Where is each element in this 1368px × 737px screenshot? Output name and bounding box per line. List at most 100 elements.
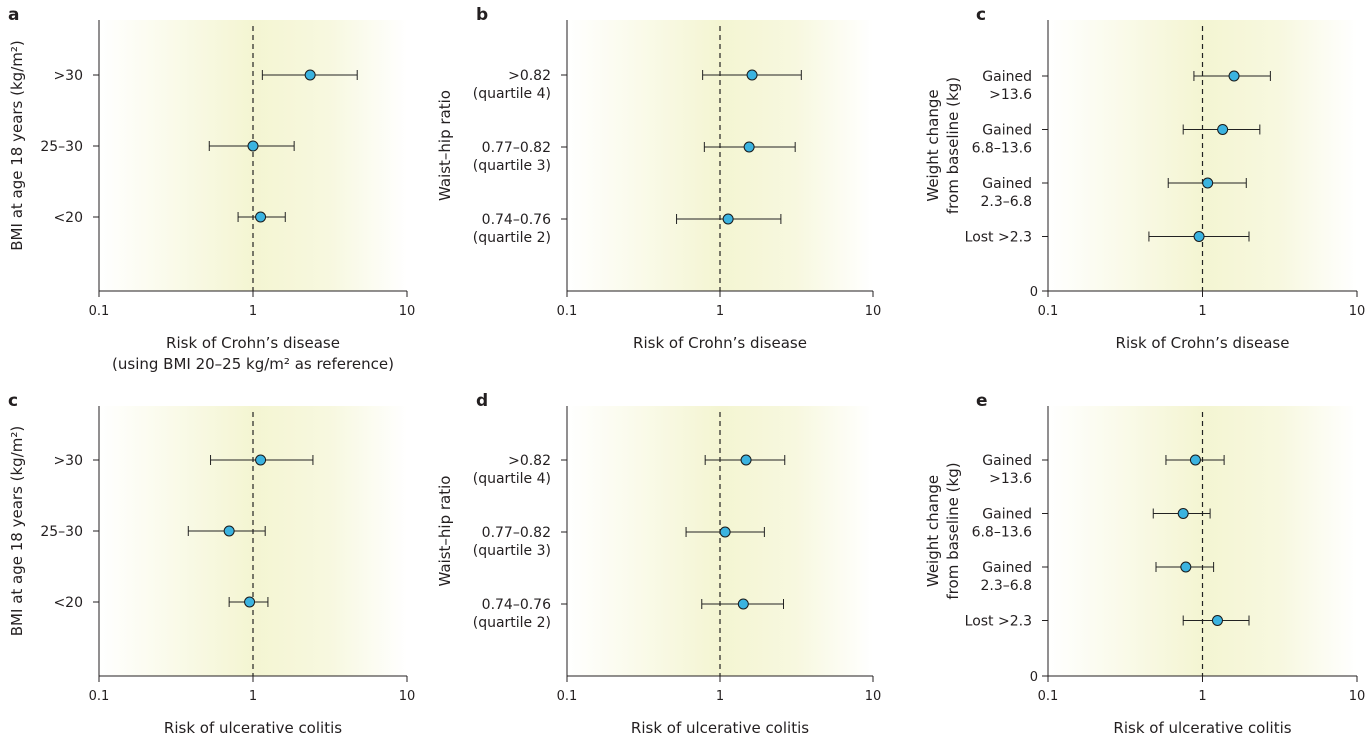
y-category-label: 0.74–0.76 bbox=[482, 212, 551, 228]
y-axis-label: Waist–hip ratio bbox=[436, 90, 454, 201]
y-axis-label: Waist–hip ratio bbox=[436, 476, 454, 587]
y-category-label: <20 bbox=[53, 210, 83, 226]
x-tick-label: 10 bbox=[1349, 689, 1366, 704]
x-tick-label: 10 bbox=[865, 689, 882, 704]
y-category-label: >13.6 bbox=[989, 87, 1032, 103]
panel-a-1: 0.1 1 10 >30 25–30 <20 Risk of Crohn’s disease… bbox=[8, 5, 415, 373]
y-category-label: Gained bbox=[982, 123, 1032, 139]
x-tick-label: 0.1 bbox=[1038, 689, 1059, 704]
estimate-marker bbox=[223, 525, 235, 537]
y-category-label: (quartile 3) bbox=[473, 543, 551, 559]
panel-letter: c bbox=[976, 5, 986, 25]
y-category-label: >13.6 bbox=[989, 471, 1032, 487]
y-category-label: Lost >2.3 bbox=[965, 230, 1032, 246]
x-tick-label: 1 bbox=[1198, 304, 1206, 319]
x-tick-label: 1 bbox=[249, 304, 257, 319]
estimate-marker bbox=[1217, 124, 1229, 135]
x-axis-label: Risk of Crohn’s disease bbox=[633, 334, 807, 352]
estimate-marker bbox=[304, 69, 316, 81]
y-category-label: >0.82 bbox=[508, 453, 551, 469]
y-axis-label: Weight change bbox=[924, 89, 942, 201]
y-category-label: <20 bbox=[53, 595, 83, 611]
estimate-marker bbox=[719, 526, 731, 538]
y-category-label: (quartile 4) bbox=[473, 471, 551, 487]
x-axis-label: Risk of Crohn’s disease bbox=[166, 334, 340, 352]
y-tick-label-zero: 0 bbox=[1030, 670, 1038, 685]
x-axis-label: Risk of Crohn’s disease bbox=[1116, 334, 1290, 352]
x-tick-label: 10 bbox=[399, 689, 416, 704]
estimate-marker bbox=[1202, 177, 1214, 189]
estimate-marker bbox=[244, 596, 256, 608]
y-category-label: (quartile 2) bbox=[473, 615, 551, 631]
x-axis-label: Risk of ulcerative colitis bbox=[1113, 719, 1291, 737]
estimate-marker bbox=[1189, 454, 1201, 466]
y-category-label: >30 bbox=[53, 453, 83, 469]
panel-b-2: 0.1 1 10 >0.82 (quartile 4) 0.77–0.82 (quartil… bbox=[436, 5, 881, 352]
x-tick-label: 0.1 bbox=[1038, 304, 1059, 319]
panel-letter: b bbox=[476, 5, 488, 25]
x-tick-label: 1 bbox=[249, 689, 257, 704]
y-category-label: 2.3–6.8 bbox=[980, 194, 1032, 210]
y-category-label: (quartile 2) bbox=[473, 230, 551, 246]
y-category-label: 0.74–0.76 bbox=[482, 597, 551, 613]
y-category-label: 2.3–6.8 bbox=[980, 578, 1032, 594]
y-category-label: (quartile 4) bbox=[473, 86, 551, 102]
estimate-marker bbox=[1180, 561, 1192, 573]
x-tick-label: 1 bbox=[716, 689, 724, 704]
x-axis-label-sub: (using BMI 20–25 kg/m² as reference) bbox=[112, 355, 394, 373]
estimate-marker bbox=[722, 213, 734, 225]
estimate-marker bbox=[1193, 231, 1205, 242]
y-category-label: Gained bbox=[982, 507, 1032, 523]
panel-e-6: 0.1 1 10 0 Gained >13.6 Gained 6.8–13.6 Gained 2.… bbox=[924, 391, 1365, 737]
panel-letter: e bbox=[976, 391, 988, 411]
estimate-marker bbox=[1177, 508, 1189, 519]
y-category-label: >30 bbox=[53, 68, 83, 84]
x-tick-label: 1 bbox=[716, 304, 724, 319]
estimate-marker bbox=[1228, 70, 1240, 82]
x-tick-label: 10 bbox=[1349, 304, 1366, 319]
panel-c-4: 0.1 1 10 >30 25–30 <20 Risk of ulcerative coli… bbox=[8, 391, 415, 737]
estimate-marker bbox=[743, 141, 755, 153]
y-axis-label: Weight change bbox=[924, 475, 942, 587]
panel-d-5: 0.1 1 10 >0.82 (quartile 4) 0.77–0.82 (quartil… bbox=[436, 391, 881, 737]
estimate-marker bbox=[247, 140, 259, 152]
panel-letter: d bbox=[476, 391, 488, 411]
x-tick-label: 0.1 bbox=[89, 304, 110, 319]
y-category-label: 0.77–0.82 bbox=[482, 525, 551, 541]
x-tick-label: 10 bbox=[865, 304, 882, 319]
y-category-label: (quartile 3) bbox=[473, 158, 551, 174]
estimate-marker bbox=[1211, 615, 1223, 626]
estimate-marker bbox=[255, 211, 267, 223]
y-category-label: 25–30 bbox=[40, 524, 83, 540]
estimate-marker bbox=[255, 454, 267, 466]
estimate-marker bbox=[737, 598, 749, 610]
x-axis-label: Risk of ulcerative colitis bbox=[164, 719, 342, 737]
panel-c-3: 0.1 1 10 0 Gained >13.6 Gained 6.8–13.6 Gained 2.… bbox=[924, 5, 1365, 352]
y-category-label: >0.82 bbox=[508, 68, 551, 84]
y-category-label: Gained bbox=[982, 560, 1032, 576]
x-axis-label: Risk of ulcerative colitis bbox=[631, 719, 809, 737]
y-axis-label: from baseline (kg) bbox=[944, 462, 962, 599]
panel-letter: a bbox=[8, 5, 19, 25]
y-category-label: Gained bbox=[982, 453, 1032, 469]
estimate-marker bbox=[740, 454, 752, 466]
y-axis-label: BMI at age 18 years (kg/m²) bbox=[8, 426, 26, 636]
y-category-label: 6.8–13.6 bbox=[972, 525, 1033, 541]
y-category-label: Gained bbox=[982, 176, 1032, 192]
y-category-label: Lost >2.3 bbox=[965, 614, 1032, 630]
x-tick-label: 0.1 bbox=[89, 689, 110, 704]
y-tick-label-zero: 0 bbox=[1030, 285, 1038, 300]
x-tick-label: 1 bbox=[1198, 689, 1206, 704]
y-category-label: 6.8–13.6 bbox=[972, 141, 1033, 157]
x-tick-label: 10 bbox=[399, 304, 416, 319]
y-category-label: Gained bbox=[982, 69, 1032, 85]
y-category-label: 0.77–0.82 bbox=[482, 140, 551, 156]
panel-letter: c bbox=[8, 391, 18, 411]
y-category-label: 25–30 bbox=[40, 139, 83, 155]
estimate-marker bbox=[746, 69, 758, 81]
y-axis-label: BMI at age 18 years (kg/m²) bbox=[8, 40, 26, 250]
x-tick-label: 0.1 bbox=[557, 304, 578, 319]
x-tick-label: 0.1 bbox=[557, 689, 578, 704]
y-axis-label: from baseline (kg) bbox=[944, 77, 962, 214]
